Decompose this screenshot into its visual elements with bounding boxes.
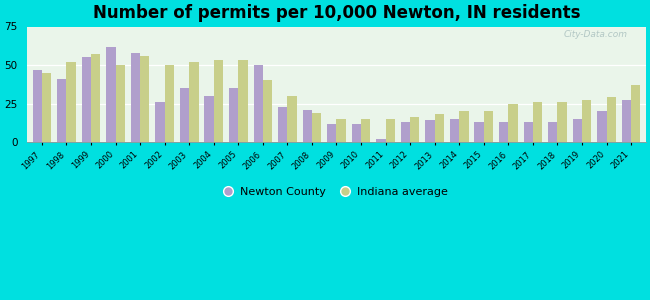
Bar <box>254 65 263 142</box>
Bar <box>32 70 42 142</box>
Bar <box>484 111 493 142</box>
Bar <box>287 96 296 142</box>
Bar <box>622 100 631 142</box>
Bar <box>450 119 460 142</box>
Bar <box>106 46 116 142</box>
Bar <box>327 124 337 142</box>
Bar <box>474 122 484 142</box>
Bar <box>508 103 517 142</box>
Bar <box>204 96 214 142</box>
Title: Number of permits per 10,000 Newton, IN residents: Number of permits per 10,000 Newton, IN … <box>93 4 580 22</box>
Bar <box>239 60 248 142</box>
Bar <box>352 124 361 142</box>
Bar <box>189 62 198 142</box>
Bar <box>401 122 410 142</box>
Bar <box>597 111 606 142</box>
Bar <box>155 102 164 142</box>
Bar <box>82 57 91 142</box>
Bar <box>582 100 592 142</box>
Bar <box>631 85 640 142</box>
Bar <box>312 113 321 142</box>
Bar <box>523 122 533 142</box>
Bar <box>42 73 51 142</box>
Legend: Newton County, Indiana average: Newton County, Indiana average <box>221 182 452 201</box>
Bar <box>533 102 542 142</box>
Bar <box>499 122 508 142</box>
Bar <box>435 114 444 142</box>
Bar <box>548 122 558 142</box>
Bar <box>91 54 100 142</box>
Bar <box>140 56 150 142</box>
Bar <box>376 139 385 142</box>
Bar <box>303 110 312 142</box>
Bar <box>180 88 189 142</box>
Bar <box>66 62 76 142</box>
Bar <box>361 119 370 142</box>
Bar <box>337 119 346 142</box>
Bar <box>385 119 395 142</box>
Bar <box>278 106 287 142</box>
Text: City-Data.com: City-Data.com <box>564 30 627 39</box>
Bar <box>606 98 616 142</box>
Bar <box>460 111 469 142</box>
Bar <box>263 80 272 142</box>
Bar <box>116 65 125 142</box>
Bar <box>164 65 174 142</box>
Bar <box>573 119 582 142</box>
Bar <box>214 60 223 142</box>
Bar <box>425 121 435 142</box>
Bar <box>410 117 419 142</box>
Bar <box>131 53 140 142</box>
Bar <box>57 79 66 142</box>
Bar <box>229 88 239 142</box>
Bar <box>558 102 567 142</box>
